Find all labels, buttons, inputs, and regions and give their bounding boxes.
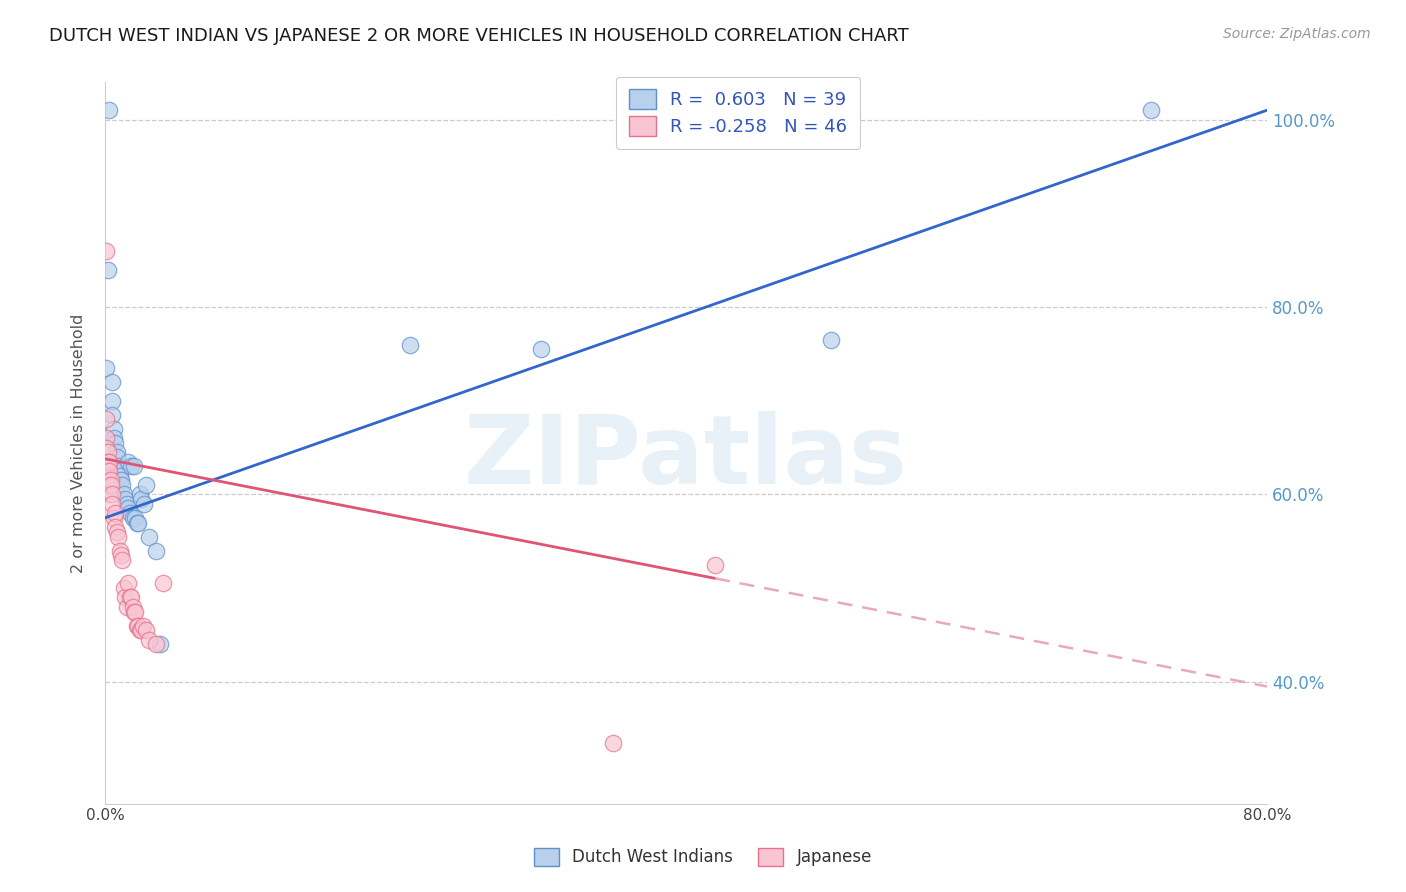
Text: DUTCH WEST INDIAN VS JAPANESE 2 OR MORE VEHICLES IN HOUSEHOLD CORRELATION CHART: DUTCH WEST INDIAN VS JAPANESE 2 OR MORE … bbox=[49, 27, 908, 45]
Text: Source: ZipAtlas.com: Source: ZipAtlas.com bbox=[1223, 27, 1371, 41]
Point bbox=[108, 464, 131, 478]
Point bbox=[120, 459, 142, 474]
Point bbox=[129, 492, 152, 507]
Point bbox=[128, 487, 150, 501]
Point bbox=[101, 375, 124, 389]
Point bbox=[114, 492, 136, 507]
Point bbox=[104, 436, 127, 450]
Point bbox=[135, 624, 157, 638]
Point bbox=[104, 520, 127, 534]
Point bbox=[132, 618, 155, 632]
Point bbox=[108, 468, 131, 483]
Point bbox=[103, 431, 125, 445]
Point bbox=[97, 474, 120, 488]
Point bbox=[117, 576, 139, 591]
Point bbox=[125, 516, 148, 530]
Point bbox=[103, 422, 125, 436]
Point bbox=[134, 497, 156, 511]
Text: ZIPatlas: ZIPatlas bbox=[464, 411, 908, 504]
Point bbox=[101, 497, 124, 511]
Point bbox=[138, 632, 160, 647]
Point bbox=[97, 445, 120, 459]
Point bbox=[98, 464, 121, 478]
Point bbox=[96, 441, 118, 455]
Point bbox=[101, 408, 124, 422]
Point bbox=[1139, 103, 1161, 118]
Point bbox=[152, 576, 174, 591]
Point bbox=[121, 599, 143, 614]
Point bbox=[107, 459, 129, 474]
Point bbox=[120, 591, 142, 605]
Point bbox=[98, 103, 121, 118]
Point bbox=[122, 605, 145, 619]
Point bbox=[118, 591, 141, 605]
Point bbox=[122, 459, 145, 474]
Point bbox=[108, 543, 131, 558]
Point bbox=[97, 464, 120, 478]
Point bbox=[127, 516, 149, 530]
Point bbox=[107, 530, 129, 544]
Point bbox=[96, 431, 118, 445]
Point bbox=[145, 543, 167, 558]
Point bbox=[105, 524, 128, 539]
Point bbox=[100, 478, 122, 492]
Point bbox=[135, 478, 157, 492]
Point bbox=[114, 591, 136, 605]
Point bbox=[117, 501, 139, 516]
Point bbox=[530, 342, 553, 356]
Point bbox=[820, 333, 842, 347]
Point bbox=[96, 360, 118, 375]
Legend: R =  0.603   N = 39, R = -0.258   N = 46: R = 0.603 N = 39, R = -0.258 N = 46 bbox=[616, 77, 860, 149]
Point bbox=[97, 468, 120, 483]
Point bbox=[97, 459, 120, 474]
Point bbox=[149, 637, 172, 651]
Legend: Dutch West Indians, Japanese: Dutch West Indians, Japanese bbox=[526, 839, 880, 875]
Point bbox=[138, 530, 160, 544]
Point bbox=[118, 506, 141, 520]
Point bbox=[98, 455, 121, 469]
Point bbox=[129, 624, 152, 638]
Point bbox=[124, 511, 146, 525]
Point bbox=[111, 553, 134, 567]
Point bbox=[110, 549, 132, 563]
Point bbox=[101, 393, 124, 408]
Point bbox=[115, 599, 138, 614]
Point bbox=[96, 412, 118, 426]
Point bbox=[124, 605, 146, 619]
Point bbox=[98, 478, 121, 492]
Point bbox=[399, 337, 422, 351]
Point bbox=[704, 558, 727, 572]
Point bbox=[125, 618, 148, 632]
Point bbox=[97, 455, 120, 469]
Point bbox=[112, 487, 135, 501]
Point bbox=[101, 487, 124, 501]
Point bbox=[103, 511, 125, 525]
Point bbox=[127, 618, 149, 632]
Point bbox=[112, 581, 135, 595]
Point bbox=[111, 478, 134, 492]
Point bbox=[121, 511, 143, 525]
Point bbox=[115, 497, 138, 511]
Point bbox=[104, 506, 127, 520]
Y-axis label: 2 or more Vehicles in Household: 2 or more Vehicles in Household bbox=[72, 313, 86, 573]
Point bbox=[602, 736, 624, 750]
Point bbox=[100, 474, 122, 488]
Point bbox=[145, 637, 167, 651]
Point bbox=[110, 474, 132, 488]
Point bbox=[98, 487, 121, 501]
Point bbox=[105, 445, 128, 459]
Point bbox=[128, 624, 150, 638]
Point bbox=[105, 450, 128, 464]
Point bbox=[97, 262, 120, 277]
Point bbox=[96, 244, 118, 258]
Point bbox=[117, 455, 139, 469]
